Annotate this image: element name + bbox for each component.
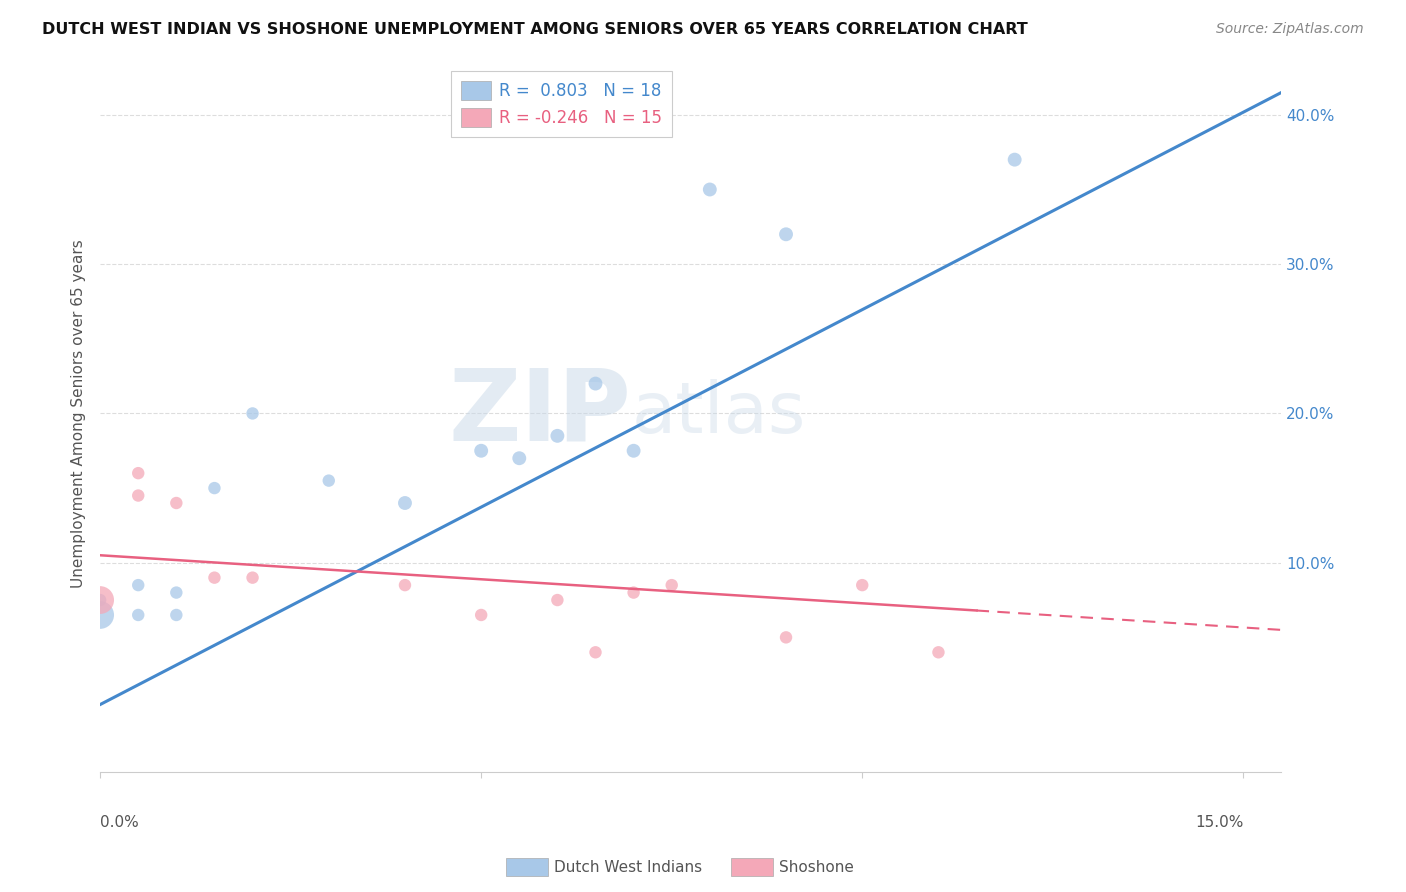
Point: [89, 593, 111, 607]
Point: [661, 578, 683, 592]
Point: [394, 578, 416, 592]
Text: DUTCH WEST INDIAN VS SHOSHONE UNEMPLOYMENT AMONG SENIORS OVER 65 YEARS CORRELATI: DUTCH WEST INDIAN VS SHOSHONE UNEMPLOYME…: [42, 22, 1028, 37]
Text: 15.0%: 15.0%: [1195, 814, 1243, 830]
Point: [546, 593, 568, 607]
Point: [127, 489, 149, 503]
Point: [127, 607, 149, 622]
Text: Source: ZipAtlas.com: Source: ZipAtlas.com: [1216, 22, 1364, 37]
Point: [89, 593, 111, 607]
Point: [927, 645, 949, 659]
Point: [1004, 153, 1026, 167]
Point: [585, 645, 607, 659]
Text: 0.0%: 0.0%: [100, 814, 139, 830]
Point: [508, 451, 530, 466]
Point: [775, 631, 797, 645]
Point: [851, 578, 873, 592]
Point: [394, 496, 416, 510]
Text: atlas: atlas: [631, 379, 806, 448]
Point: [318, 474, 340, 488]
Point: [127, 466, 149, 480]
Point: [165, 496, 187, 510]
Point: [165, 585, 187, 599]
Point: [242, 571, 264, 585]
Y-axis label: Unemployment Among Seniors over 65 years: Unemployment Among Seniors over 65 years: [72, 239, 86, 588]
Text: Dutch West Indians: Dutch West Indians: [554, 860, 702, 874]
Point: [204, 571, 226, 585]
Point: [470, 443, 492, 458]
Point: [204, 481, 226, 495]
Point: [585, 376, 607, 391]
Point: [623, 585, 645, 599]
Text: ZIP: ZIP: [449, 365, 631, 462]
Point: [242, 406, 264, 420]
Point: [775, 227, 797, 242]
Point: [699, 182, 721, 196]
Text: Shoshone: Shoshone: [779, 860, 853, 874]
Point: [546, 429, 568, 443]
Point: [470, 607, 492, 622]
Point: [127, 578, 149, 592]
Legend: R =  0.803   N = 18, R = -0.246   N = 15: R = 0.803 N = 18, R = -0.246 N = 15: [451, 70, 672, 137]
Point: [165, 607, 187, 622]
Point: [623, 443, 645, 458]
Point: [89, 607, 111, 622]
